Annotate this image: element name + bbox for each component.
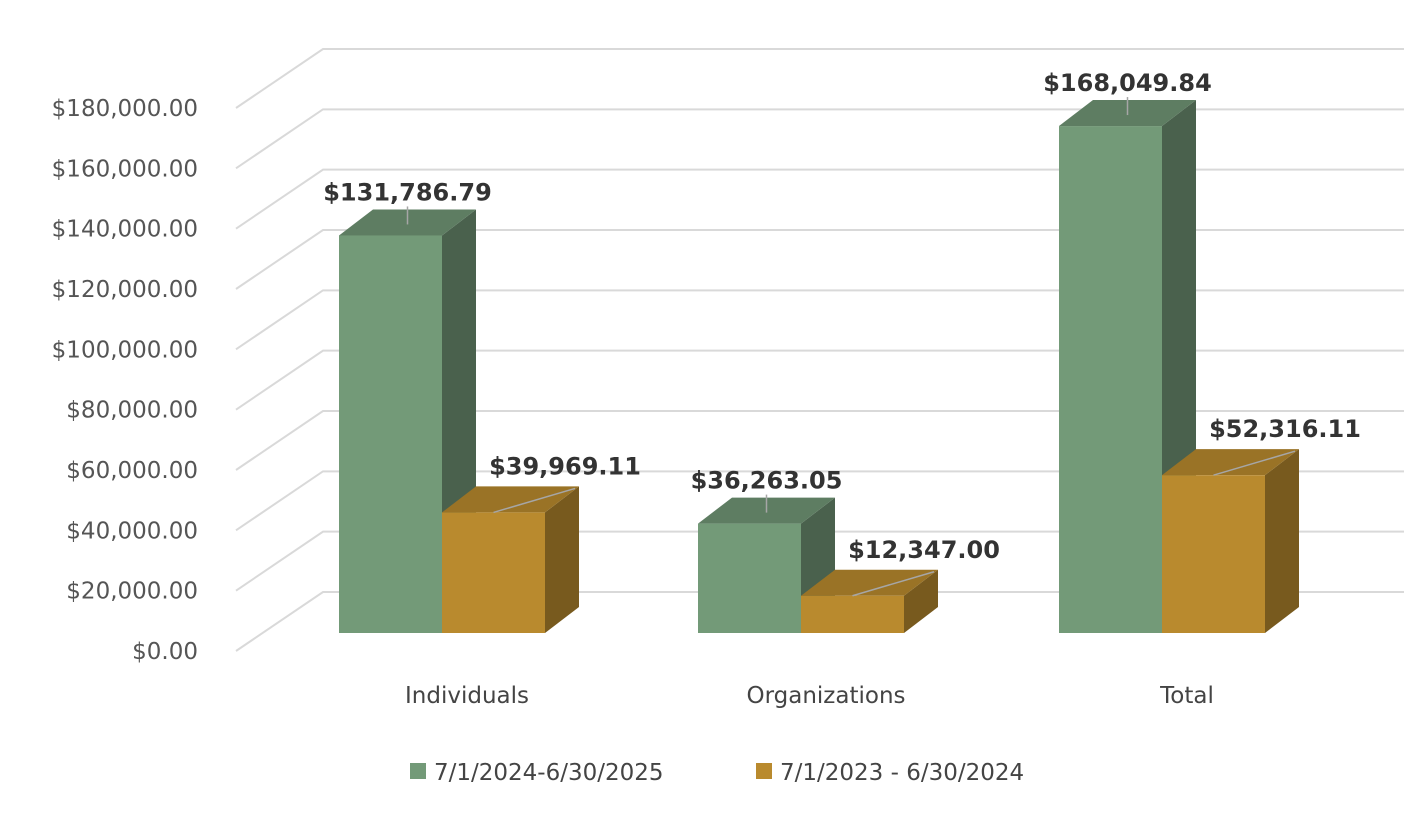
- x-tick-label: Individuals: [405, 683, 529, 709]
- bar-side: [1265, 449, 1299, 633]
- gridline: [235, 410, 1404, 471]
- data-labels: $131,786.79 $39,969.11 $36,263.05 $12,347.0…: [323, 69, 1361, 597]
- legend-label: 7/1/2023 - 6/30/2024: [780, 760, 1024, 786]
- bar-front: [1162, 475, 1265, 633]
- gridline: [235, 108, 1404, 170]
- data-label: $39,969.11: [489, 452, 641, 480]
- gridline: [235, 591, 1404, 652]
- data-label-leader: [1213, 450, 1296, 476]
- data-label: $168,049.84: [1043, 69, 1212, 97]
- bar-organizations-series-2: [801, 569, 938, 633]
- legend-entry-series-2: 7/1/2023 - 6/30/2024: [756, 760, 1024, 786]
- bar-front: [698, 523, 801, 633]
- bar-top: [442, 486, 579, 513]
- y-tick-label: $80,000.00: [66, 398, 198, 424]
- legend-label: 7/1/2024-6/30/2025: [434, 760, 664, 786]
- bar-individuals-series-2: [442, 486, 579, 633]
- x-tick-label: Total: [1159, 683, 1214, 709]
- legend-swatch: [410, 763, 426, 779]
- gridlines: [235, 48, 1404, 652]
- bar-front: [1059, 126, 1162, 633]
- data-label: $12,347.00: [848, 536, 1000, 564]
- gridline: [235, 168, 1404, 230]
- bar-side: [545, 486, 579, 633]
- data-label: $36,263.05: [691, 467, 843, 495]
- data-label-leader: [852, 571, 935, 597]
- y-axis-tick-labels: $0.00 $20,000.00 $40,000.00 $60,000.00 $80,0…: [52, 96, 198, 665]
- bar-side: [904, 569, 938, 633]
- gridline: [235, 289, 1404, 351]
- bar-front: [801, 595, 904, 633]
- data-label: $131,786.79: [323, 178, 492, 206]
- legend: 7/1/2024-6/30/2025 7/1/2023 - 6/30/2024: [410, 760, 1024, 786]
- bar-total-series-2: [1162, 449, 1299, 633]
- legend-swatch: [756, 763, 772, 779]
- bar-top: [801, 569, 938, 596]
- y-tick-label: $180,000.00: [52, 96, 198, 122]
- y-tick-label: $40,000.00: [66, 518, 198, 544]
- y-tick-label: $120,000.00: [52, 277, 198, 303]
- gridline: [235, 470, 1404, 532]
- y-tick-label: $100,000.00: [52, 337, 198, 363]
- bar-total-series-1: [1059, 100, 1196, 633]
- data-label-leader: [493, 487, 576, 514]
- gridline: [235, 530, 1404, 592]
- y-tick-label: $20,000.00: [66, 579, 198, 605]
- y-tick-label: $60,000.00: [66, 458, 198, 484]
- bars: [339, 100, 1299, 633]
- gridline: [235, 48, 1404, 109]
- y-tick-label: $160,000.00: [52, 156, 198, 182]
- x-axis-tick-labels: Individuals Organizations Total: [405, 683, 1214, 709]
- y-tick-label: $0.00: [132, 639, 198, 665]
- legend-entry-series-1: 7/1/2024-6/30/2025: [410, 760, 664, 786]
- gridline: [235, 349, 1404, 411]
- x-tick-label: Organizations: [746, 683, 905, 709]
- gridline: [235, 229, 1404, 290]
- data-label: $52,316.11: [1209, 415, 1361, 443]
- bar-front: [339, 235, 442, 633]
- y-tick-label: $140,000.00: [52, 217, 198, 243]
- bar-front: [442, 512, 545, 633]
- bar-top: [1162, 449, 1299, 476]
